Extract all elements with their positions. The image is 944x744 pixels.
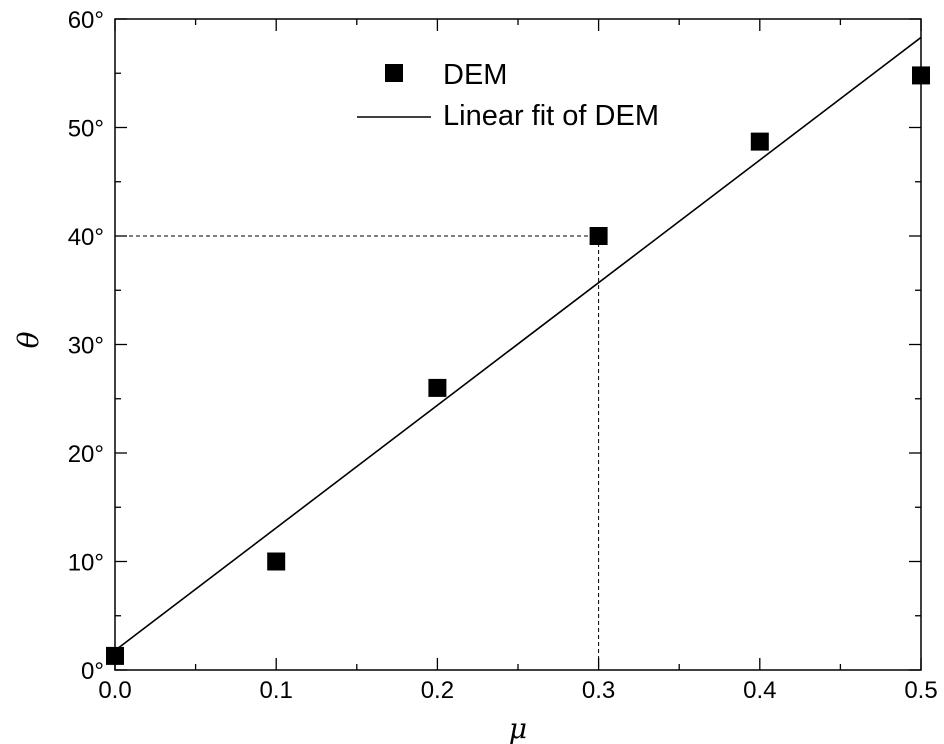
dem-data-point xyxy=(912,66,930,85)
x-tick-label: 0.1 xyxy=(260,677,293,704)
y-tick-label: 50° xyxy=(68,116,104,143)
x-axis-title: μ xyxy=(509,712,527,744)
legend: DEM Linear fit of DEM xyxy=(357,59,659,132)
tick-labels: 0.0 0.1 0.2 0.3 0.4 0.5 0° 10° 20° 30° 40° 50° 60° xyxy=(68,7,938,704)
legend-label-fit: Linear fit of DEM xyxy=(443,100,659,132)
legend-label-dem: DEM xyxy=(443,59,507,91)
linear-fit-line xyxy=(114,36,922,652)
x-tick-label: 0.0 xyxy=(98,677,131,704)
x-tick-label: 0.3 xyxy=(582,677,615,704)
x-tick-label: 0.4 xyxy=(743,677,776,704)
y-tick-label: 40° xyxy=(68,224,104,251)
y-tick-label: 0° xyxy=(81,658,104,685)
x-tick-label: 0.2 xyxy=(421,677,454,704)
dem-data-point xyxy=(750,132,769,151)
dem-data-point xyxy=(589,227,608,245)
y-tick-label: 60° xyxy=(68,7,104,34)
y-axis-title: θ xyxy=(12,331,45,348)
points-layer xyxy=(106,66,930,665)
fit-layer xyxy=(114,36,922,652)
y-tick-label: 10° xyxy=(68,550,104,577)
dem-data-point xyxy=(267,552,286,571)
legend-marker-dem xyxy=(385,64,403,82)
dashed-guides xyxy=(115,235,600,670)
ticks-layer xyxy=(114,18,922,671)
dem-data-point xyxy=(106,646,124,665)
dem-data-point xyxy=(428,378,447,397)
y-tick-label: 20° xyxy=(68,441,104,468)
y-tick-label: 30° xyxy=(68,333,104,360)
x-tick-label: 0.5 xyxy=(904,677,937,704)
